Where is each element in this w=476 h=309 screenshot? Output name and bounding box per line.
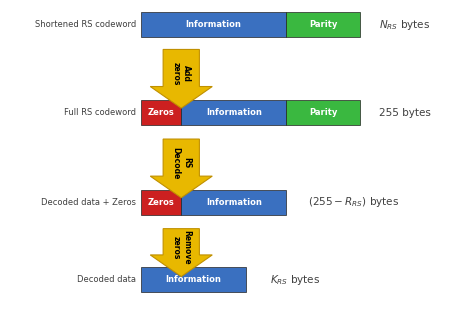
Text: Information: Information (185, 20, 241, 29)
Bar (140, 190, 181, 215)
Bar (181, 190, 286, 215)
Text: Full RS codeword: Full RS codeword (64, 108, 136, 117)
Polygon shape (150, 49, 212, 108)
Bar (140, 267, 245, 292)
Text: 255 bytes: 255 bytes (378, 108, 430, 118)
Text: Information: Information (205, 108, 261, 117)
Bar (286, 100, 359, 125)
Text: Information: Information (165, 275, 221, 284)
Text: RS
Decode: RS Decode (171, 147, 190, 179)
Text: Remove
zeros: Remove zeros (171, 230, 190, 265)
Text: Zeros: Zeros (147, 108, 174, 117)
Text: Decoded data + Zeros: Decoded data + Zeros (41, 198, 136, 207)
Text: $K_{RS}$ bytes: $K_{RS}$ bytes (269, 273, 319, 287)
Bar (286, 12, 359, 37)
Text: Parity: Parity (308, 108, 337, 117)
Text: Parity: Parity (308, 20, 337, 29)
Text: $(255 - R_{RS})$ bytes: $(255 - R_{RS})$ bytes (307, 195, 398, 210)
Text: Decoded data: Decoded data (77, 275, 136, 284)
Text: Information: Information (205, 198, 261, 207)
Polygon shape (150, 139, 212, 198)
Text: Add
zeros: Add zeros (171, 62, 190, 85)
Bar (140, 12, 286, 37)
Bar (140, 100, 181, 125)
Text: Zeros: Zeros (147, 198, 174, 207)
Bar (181, 100, 286, 125)
Polygon shape (150, 229, 212, 277)
Text: Shortened RS codeword: Shortened RS codeword (35, 20, 136, 29)
Text: $N_{RS}$ bytes: $N_{RS}$ bytes (378, 18, 429, 32)
